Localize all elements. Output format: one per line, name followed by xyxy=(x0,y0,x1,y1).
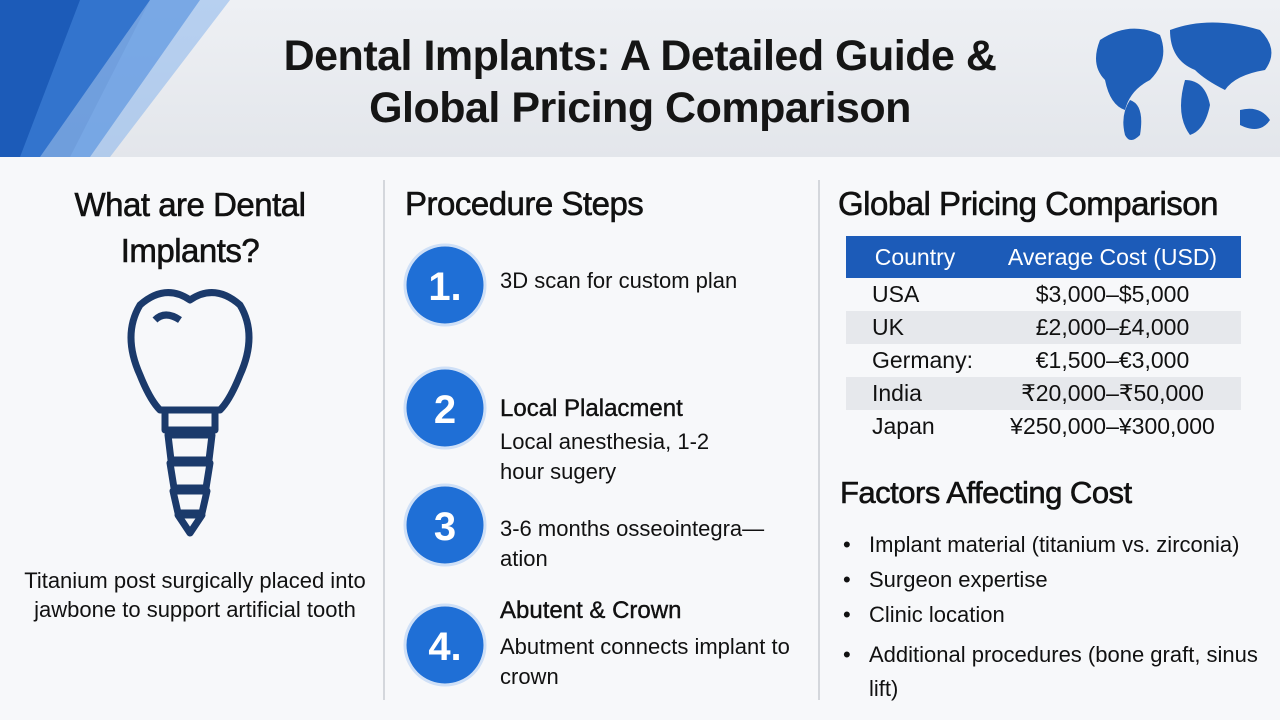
table-cell: India xyxy=(846,377,984,410)
step-number: 1. xyxy=(428,265,461,309)
table-row: Japan ¥250,000–¥300,000 xyxy=(846,410,1241,443)
step-badges: 1. 2 3 4. xyxy=(403,243,487,687)
step-text: Abutment connects implant to crown xyxy=(500,634,790,689)
section-heading: Global Pricing Comparison xyxy=(838,185,1219,223)
divider xyxy=(818,180,820,700)
table-cell: UK xyxy=(846,311,984,344)
factor-item: Clinic location xyxy=(843,598,1280,632)
step-number: 4. xyxy=(428,625,461,669)
factor-item: Additional procedures (bone graft, sinus… xyxy=(843,638,1280,706)
price-table: Country Average Cost (USD) USA $3,000–$5,… xyxy=(846,236,1241,443)
title-line: Dental Implants: A Detailed Guide & xyxy=(283,32,997,80)
section-heading: What are Dental Implants? xyxy=(74,186,306,270)
table-cell: Japan xyxy=(872,413,935,439)
factor-item: Surgeon expertise xyxy=(843,563,1280,597)
table-row: USA $3,000–$5,000 xyxy=(846,278,1241,311)
table-cell: ¥250,000–¥300,000 xyxy=(1010,413,1215,439)
step-number: 2 xyxy=(434,388,456,432)
step-text: 3-6 months osseointegra— ation xyxy=(500,516,765,571)
divider xyxy=(383,180,385,700)
column-header: Average Cost (USD) xyxy=(984,236,1241,278)
table-cell: USA xyxy=(872,281,920,307)
table-cell: $3,000–$5,000 xyxy=(1035,281,1190,307)
table-cell: €1,500–€3,000 xyxy=(1035,347,1190,373)
table-row: UK £2,000–£4,000 xyxy=(846,311,1241,344)
section-heading: Factors Affecting Cost xyxy=(840,475,1133,511)
table-cell: Germany: xyxy=(872,347,973,373)
table-cell: £2,000–£4,000 xyxy=(984,311,1241,344)
step-number: 3 xyxy=(434,505,456,549)
table-row: India ₹20,000–₹50,000 xyxy=(846,377,1241,410)
factor-item: Implant material (titanium vs. zirconia) xyxy=(843,528,1280,562)
tooth-icon xyxy=(127,289,253,537)
caption: Titanium post surgically placed into jaw… xyxy=(24,568,366,622)
header-art xyxy=(0,0,1272,157)
step-text: Local anesthesia, 1-2 hour sugery xyxy=(500,429,710,484)
step-text: 3D scan for custom plan xyxy=(500,268,738,293)
table-cell: ₹20,000–₹50,000 xyxy=(984,377,1241,410)
title-line: Global Pricing Comparison xyxy=(369,84,911,132)
header: Dental Implants: A Detailed Guide & Glob… xyxy=(0,0,1280,157)
section-heading: Procedure Steps xyxy=(405,185,644,223)
step-title: Abutent & Crown xyxy=(500,597,682,624)
table-row: Germany: €1,500–€3,000 xyxy=(846,344,1241,377)
column-header: Country xyxy=(846,236,984,278)
step-title: Local Plalacment xyxy=(500,395,683,422)
